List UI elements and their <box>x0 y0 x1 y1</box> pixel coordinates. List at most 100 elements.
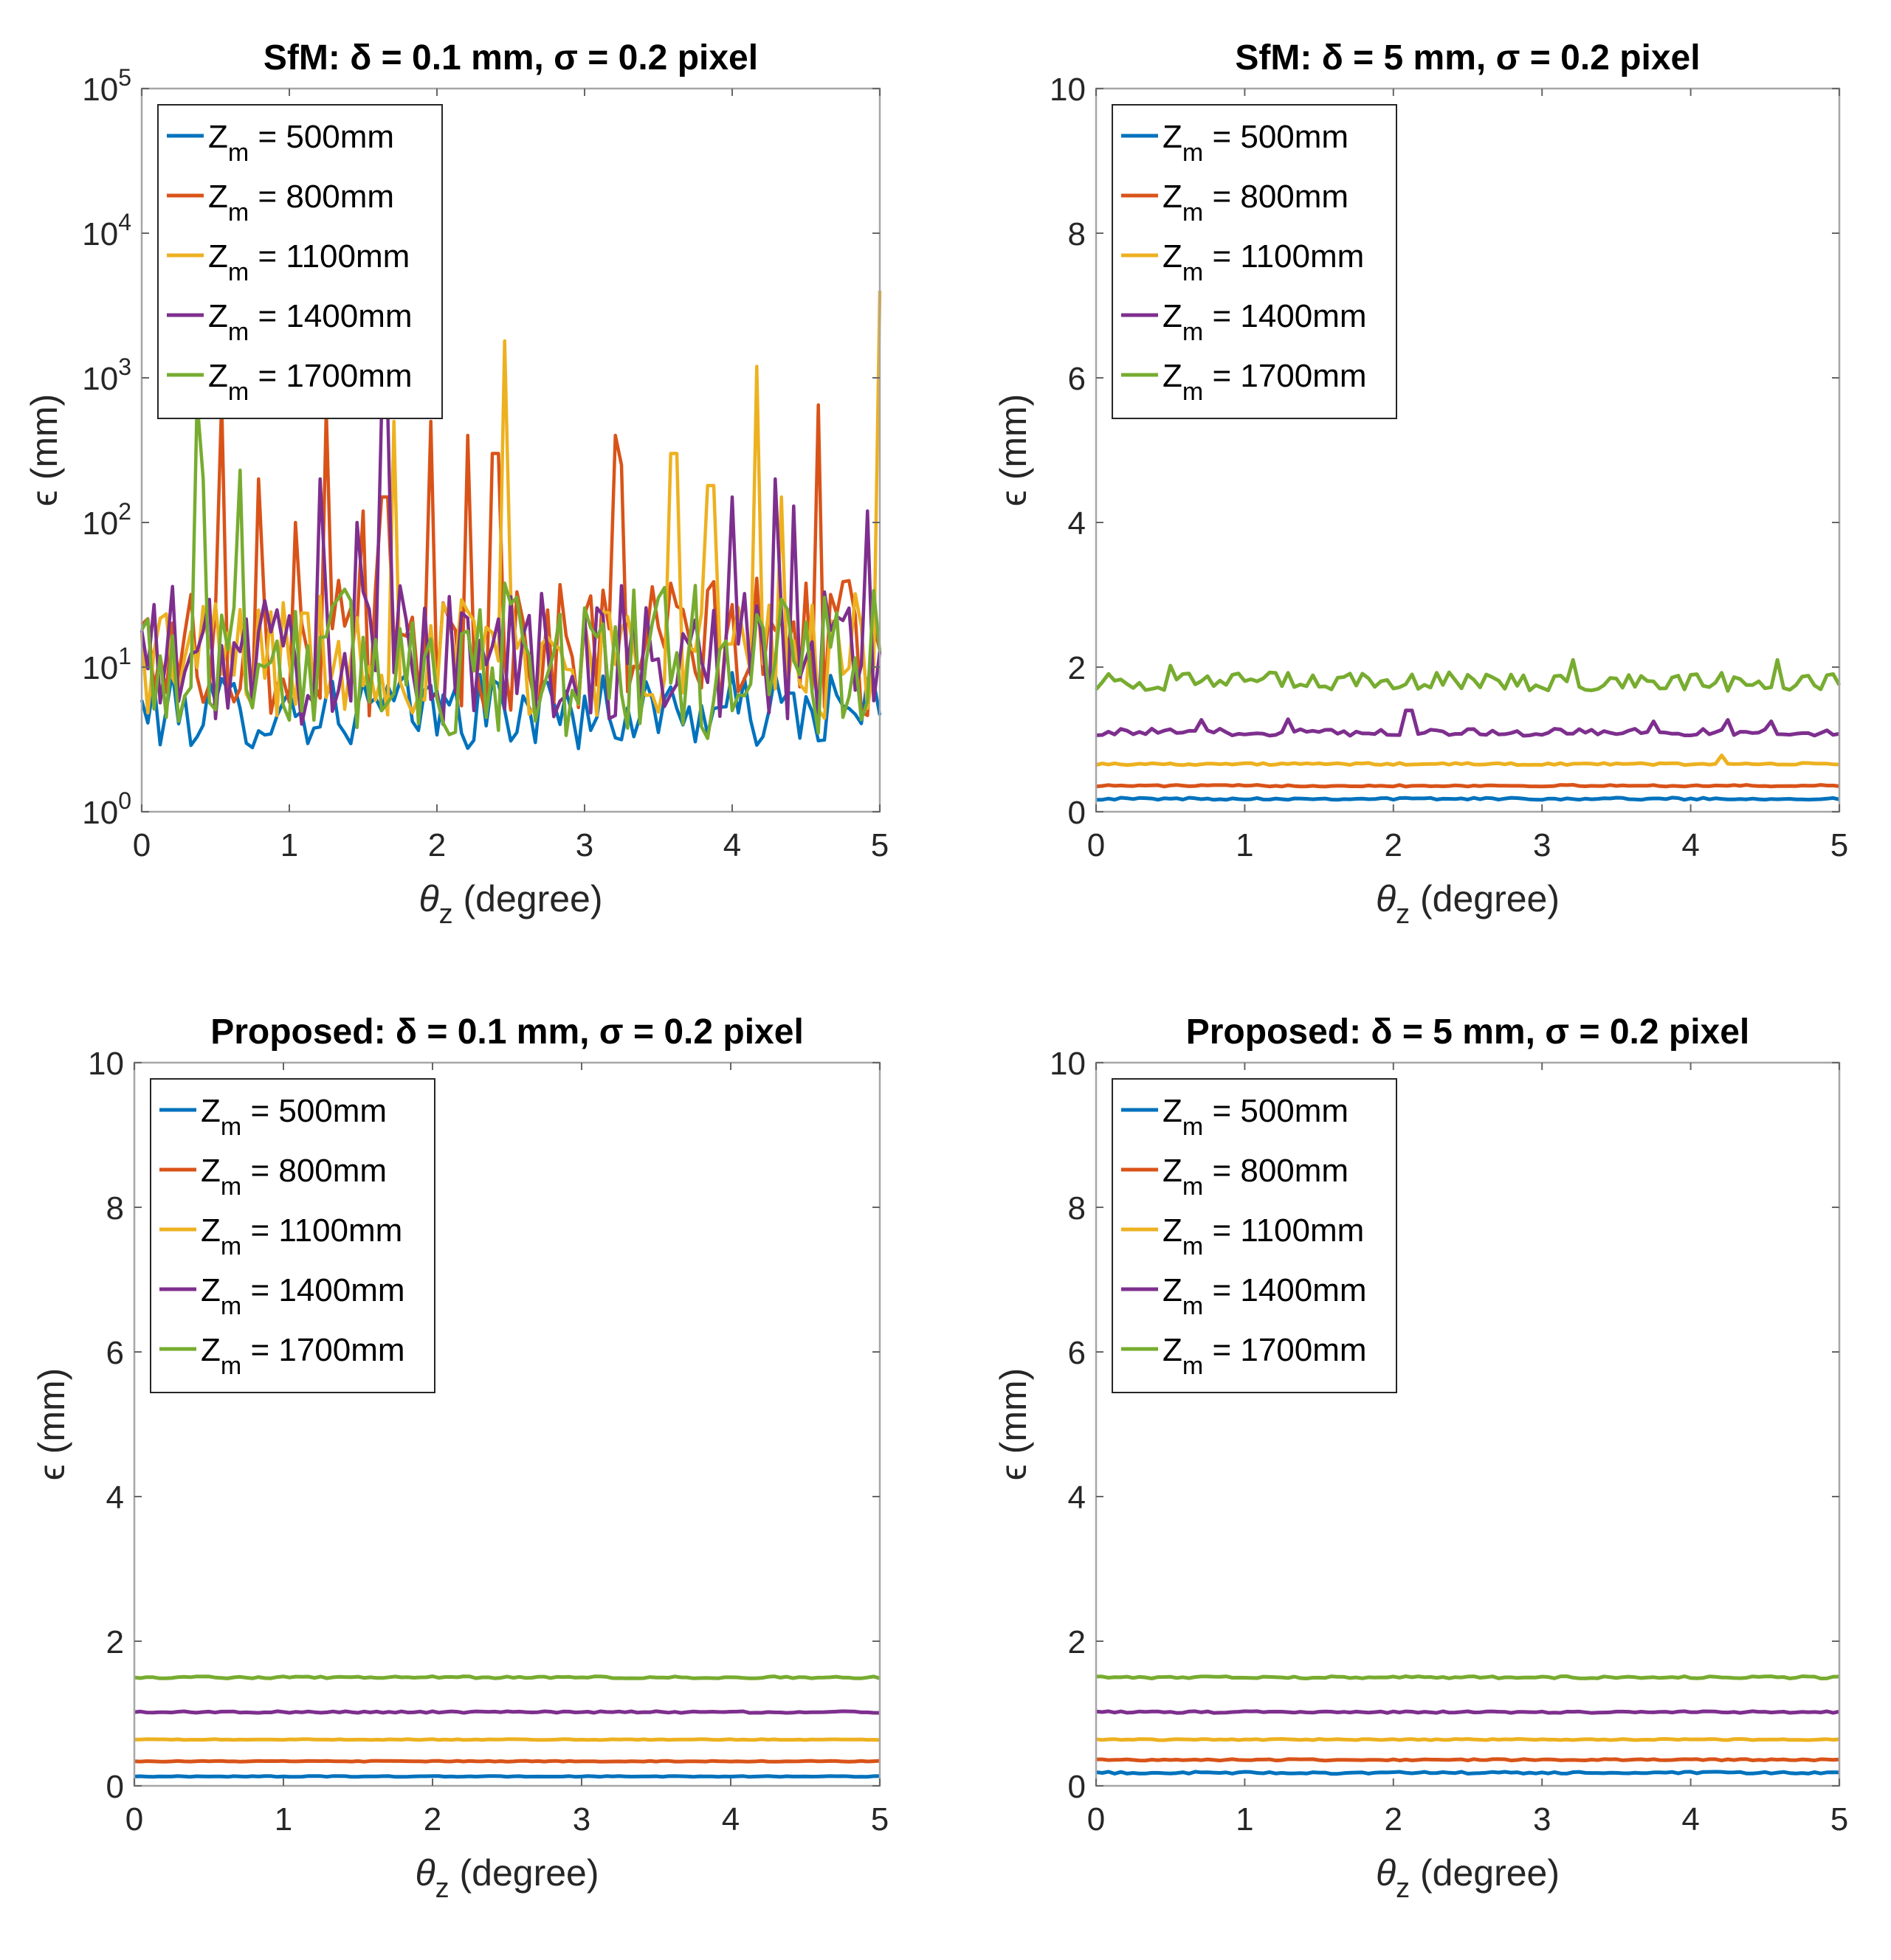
legend-entry: Zm = 1100mm <box>1121 1212 1364 1260</box>
legend-label: Zm = 500mm <box>1162 119 1348 167</box>
series-line-zm-500mm <box>1095 1770 1840 1776</box>
y-axis-label: ϵ (mm) <box>993 394 1034 507</box>
legend-box <box>157 104 443 419</box>
legend-entry: Zm = 800mm <box>167 179 394 227</box>
y-axis-label: ϵ (mm) <box>993 1368 1034 1481</box>
series-lines <box>134 1674 881 1779</box>
legend-label: Zm = 500mm <box>201 1093 387 1141</box>
legend-box <box>150 1078 435 1393</box>
series-line-zm-1100mm <box>1095 753 1840 767</box>
legend-entry: Zm = 1400mm <box>159 1272 405 1320</box>
legend-label: Zm = 1400mm <box>201 1272 405 1320</box>
series-line-zm-1700mm <box>1096 1674 1840 1680</box>
series-line-zm-1700mm <box>140 398 882 740</box>
y-tick-label: 8 <box>1068 1190 1086 1226</box>
legend-entry: Zm = 1700mm <box>1121 358 1367 406</box>
chart-title: Proposed: δ = 0.1 mm, σ = 0.2 pixel <box>210 1012 804 1052</box>
x-tick-label: 5 <box>871 827 889 863</box>
y-tick-label: 4 <box>106 1480 124 1516</box>
x-tick-label: 1 <box>1236 1801 1253 1838</box>
y-tick-label: 2 <box>1068 1624 1086 1660</box>
legend-entry: Zm = 500mm <box>1121 119 1348 167</box>
legend-label: Zm = 1700mm <box>1162 1332 1367 1380</box>
y-tick-label: 10 <box>1050 72 1086 108</box>
legend-label: Zm = 1100mm <box>201 1212 402 1260</box>
chart-title: SfM: δ = 0.1 mm, σ = 0.2 pixel <box>264 38 758 77</box>
series-line-zm-800mm <box>140 398 882 718</box>
axes-frame <box>1095 1061 1841 1787</box>
axes-frame <box>133 1061 881 1787</box>
x-tick-label: 3 <box>1533 1801 1551 1838</box>
x-tick-label: 0 <box>133 827 151 863</box>
series-line-zm-1400mm <box>1095 1709 1840 1715</box>
legend-entry: Zm = 1400mm <box>1121 1272 1367 1320</box>
y-tick-label: 100 <box>82 787 131 831</box>
series-line-zm-500mm <box>1095 796 1840 802</box>
y-tick-label: 102 <box>82 498 131 542</box>
series-line-zm-800mm <box>1096 1757 1840 1763</box>
y-tick-label: 101 <box>82 643 131 686</box>
legend-label: Zm = 1700mm <box>1162 358 1367 406</box>
series-lines <box>1095 658 1842 802</box>
x-tick-label: 4 <box>723 827 741 863</box>
x-axis-label: θz (degree) <box>1376 878 1560 930</box>
legend-label: Zm = 1400mm <box>1162 1272 1367 1320</box>
x-tick-label: 1 <box>275 1801 292 1838</box>
legend: Zm = 500mm Zm = 800mm Zm = 1100mm Zm = 1400… <box>157 104 443 419</box>
legend-label: Zm = 1700mm <box>208 358 413 406</box>
y-tick-label: 8 <box>1068 216 1086 252</box>
legend-entry: Zm = 500mm <box>1121 1093 1348 1141</box>
legend-entry: Zm = 1400mm <box>167 298 413 346</box>
legend: Zm = 500mm Zm = 800mm Zm = 1100mm Zm = 1400… <box>150 1078 435 1393</box>
x-tick-label: 4 <box>1681 1801 1699 1838</box>
y-tick-label: 6 <box>1068 361 1086 397</box>
x-axis-label: θz (degree) <box>415 1852 599 1904</box>
legend-label: Zm = 1400mm <box>208 298 413 346</box>
y-tick-label: 8 <box>106 1190 124 1226</box>
legend-box <box>1112 104 1397 419</box>
legend-label: Zm = 800mm <box>208 179 394 227</box>
series-lines <box>140 290 882 750</box>
x-tick-label: 5 <box>1830 1801 1848 1838</box>
series-line-zm-800mm <box>1095 783 1840 789</box>
series-line-zm-500mm <box>140 671 882 750</box>
legend-entry: Zm = 1100mm <box>159 1212 402 1260</box>
legend-entry: Zm = 500mm <box>167 119 394 167</box>
x-tick-label: 4 <box>1681 827 1699 863</box>
x-axis-label: θz (degree) <box>1376 1852 1560 1904</box>
legend-label: Zm = 800mm <box>1162 1153 1348 1201</box>
x-tick-label: 1 <box>280 827 298 863</box>
legend: Zm = 500mm Zm = 800mm Zm = 1100mm Zm = 1400… <box>1112 1078 1397 1393</box>
y-tick-label: 4 <box>1068 505 1086 542</box>
x-tick-label: 2 <box>1385 1801 1402 1838</box>
chart-panel-3: Proposed: δ = 0.1 mm, σ = 0.2 pixel 0 1 2 3 4… <box>31 1012 889 1904</box>
y-tick-label: 105 <box>82 64 131 108</box>
x-tick-label: 3 <box>576 827 593 863</box>
legend-entry: Zm = 1700mm <box>159 1332 405 1380</box>
legend-label: Zm = 1100mm <box>208 238 410 286</box>
y-tick-label: 4 <box>1068 1480 1086 1516</box>
legend-label: Zm = 800mm <box>1162 179 1348 227</box>
y-axis-label: ϵ (mm) <box>31 1368 72 1481</box>
legend-label: Zm = 1100mm <box>1162 238 1364 286</box>
x-tick-label: 4 <box>722 1801 740 1838</box>
series-line-zm-1100mm <box>1095 1737 1840 1742</box>
series-line-zm-1700mm <box>1095 658 1842 693</box>
axes-frame <box>140 87 881 813</box>
legend-label: Zm = 1400mm <box>1162 298 1367 346</box>
series-line-zm-1400mm <box>140 408 882 726</box>
legend-entry: Zm = 1700mm <box>1121 1332 1367 1380</box>
legend-entry: Zm = 1700mm <box>167 358 413 406</box>
y-tick-label: 2 <box>1068 650 1086 686</box>
y-tick-label: 10 <box>88 1046 124 1082</box>
x-tick-label: 1 <box>1236 827 1253 863</box>
series-line-zm-1400mm <box>134 1709 881 1715</box>
y-tick-label: 103 <box>82 353 131 397</box>
chart-panel-1: SfM: δ = 0.1 mm, σ = 0.2 pixel 0 1 2 3 4 5 100 1… <box>24 38 889 930</box>
legend-label: Zm = 500mm <box>1162 1093 1348 1141</box>
chart-panel-2: SfM: δ = 5 mm, σ = 0.2 pixel 0 1 2 3 4 5 0 2 4 6 8 1… <box>993 38 1848 930</box>
legend-entry: Zm = 1100mm <box>167 238 410 286</box>
chart-title: SfM: δ = 5 mm, σ = 0.2 pixel <box>1235 38 1700 77</box>
x-tick-label: 5 <box>871 1801 889 1838</box>
legend-label: Zm = 1700mm <box>201 1332 405 1380</box>
